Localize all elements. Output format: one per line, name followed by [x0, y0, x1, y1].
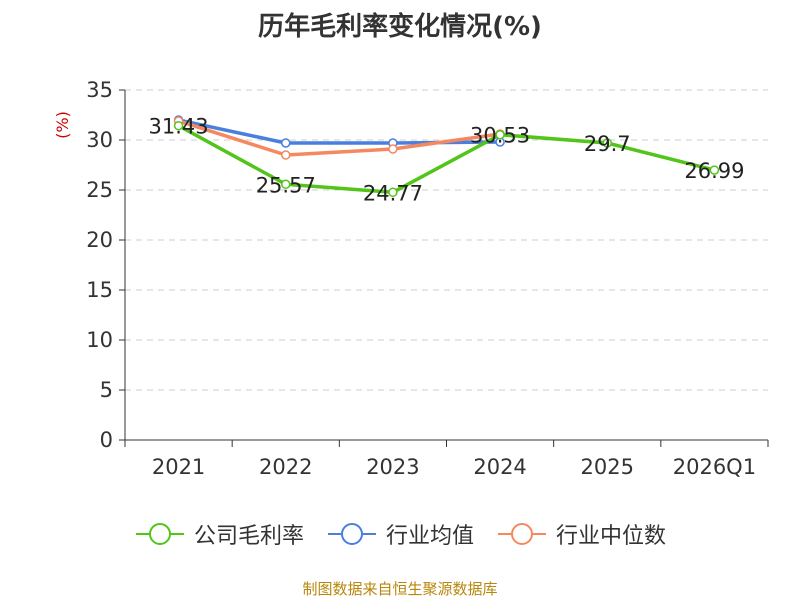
series-line-0 — [177, 124, 715, 195]
legend-item[interactable]: 行业中位数 — [496, 518, 666, 550]
x-tick-label: 2021 — [152, 455, 205, 479]
x-tick-label: 2024 — [473, 455, 526, 479]
legend-marker — [148, 523, 171, 545]
data-point — [709, 165, 720, 175]
data-point — [281, 179, 291, 190]
data-labels: 31.43 25.57 24.77 30.53 29.7 26.99 — [149, 115, 745, 206]
y-tick-label: 10 — [86, 328, 113, 352]
legend: 公司毛利率 行业均值 行业中位数 — [0, 518, 800, 550]
source-note: 制图数据来自恒生聚源数据库 — [302, 580, 498, 598]
data-label: 29.7 — [584, 132, 631, 156]
data-point — [388, 144, 398, 154]
legend-marker — [340, 523, 363, 545]
data-label: 24.77 — [363, 181, 423, 205]
data-point — [173, 120, 184, 131]
y-tick-label: 15 — [86, 278, 113, 302]
y-tick-label: 35 — [86, 78, 113, 102]
data-label: 26.99 — [684, 159, 744, 183]
y-tick-label: 5 — [100, 378, 113, 402]
legend-swatch-icon — [135, 523, 184, 545]
y-tick-label: 0 — [100, 428, 113, 452]
legend-label: 行业均值 — [385, 524, 474, 549]
legend-label: 行业中位数 — [556, 524, 667, 549]
legend-marker — [511, 523, 533, 545]
data-point — [602, 138, 612, 148]
x-tick-label: 2025 — [581, 455, 634, 479]
data-label: 31.43 — [149, 115, 209, 139]
series-lines — [173, 115, 720, 198]
legend-label: 公司毛利率 — [193, 524, 304, 549]
data-label: 25.57 — [256, 173, 316, 197]
legend-swatch-icon — [498, 523, 546, 545]
data-point — [495, 129, 505, 140]
chart-title: 历年毛利率变化情况(%) — [258, 12, 542, 42]
data-label: 30.53 — [470, 124, 530, 148]
y-tick-label: 20 — [86, 228, 113, 252]
legend-item[interactable]: 行业均值 — [326, 518, 474, 550]
y-tick-label: 25 — [86, 178, 113, 202]
x-tick-label: 2026Q1 — [673, 455, 756, 479]
x-tick-label: 2022 — [259, 455, 312, 479]
data-point — [281, 150, 291, 160]
legend-item[interactable]: 公司毛利率 — [134, 518, 304, 550]
x-tick-label: 2023 — [366, 455, 419, 479]
series-line-2 — [178, 119, 501, 157]
y-axis-label: (%) — [53, 111, 72, 139]
y-tick-label: 30 — [86, 128, 113, 152]
data-point — [388, 187, 398, 198]
data-point — [281, 138, 291, 148]
legend-swatch-icon — [327, 523, 376, 545]
